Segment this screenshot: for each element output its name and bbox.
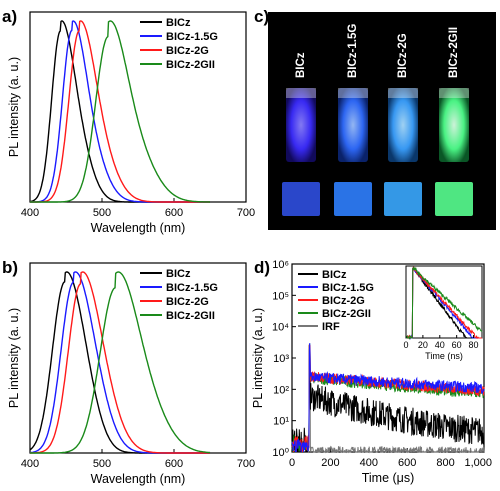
inset-series-line-bicz-2gii — [405, 266, 483, 339]
cuvette-cap — [439, 88, 469, 98]
legend-label: BICz-1.5G — [166, 31, 218, 43]
x-tick-label: 200 — [321, 457, 339, 469]
y-tick-label: 10⁰ — [272, 447, 289, 459]
inset-x-tick-label: 60 — [452, 340, 462, 350]
x-axis-label: Wavelength (nm) — [91, 221, 186, 235]
series-line-bicz — [291, 345, 485, 453]
series-line-irf — [291, 359, 485, 454]
legend-label: IRF — [322, 321, 340, 333]
x-tick-label: 600 — [165, 207, 183, 219]
panel-d-chart: 0 200 400 600 800 1,00010⁰10¹10²10³10⁴10⁵10⁶T… — [251, 259, 492, 485]
legend-label: BICz-1.5G — [322, 282, 374, 294]
inset-x-tick-label: 20 — [418, 340, 428, 350]
legend-label: BICz-1.5G — [166, 282, 218, 294]
y-axis-label: PL intensity (a. u.) — [251, 308, 265, 408]
y-tick-label: 10⁶ — [272, 259, 289, 271]
legend-label: BICz-2G — [322, 295, 365, 307]
legend-label: BICz-2GII — [322, 308, 371, 320]
series-line-bicz-2gii — [30, 271, 211, 454]
legend-label: BICz-2GII — [166, 59, 215, 71]
y-axis-label: PL intensity (a. u.) — [7, 57, 21, 157]
x-tick-label: 1,000 — [464, 457, 492, 469]
series-line-bicz-2g — [30, 20, 210, 203]
panel-c-photo: BICz BICz-1.5G BICz-2G BICz-2GII — [268, 12, 496, 230]
x-tick-label: 500 — [93, 207, 111, 219]
legend-label: BICz-2G — [166, 45, 209, 57]
y-axis-label: PL intensity (a. u.) — [7, 308, 21, 408]
panel-letter-b: b) — [2, 258, 18, 277]
panel-letter-d: d) — [254, 258, 270, 277]
x-tick-label: 400 — [21, 458, 39, 470]
cuvette-glow — [286, 88, 316, 162]
cuvette-glow — [439, 88, 469, 162]
y-tick-label: 10² — [273, 384, 289, 396]
y-tick-label: 10⁴ — [272, 322, 289, 334]
inset-x-tick-label: 40 — [435, 340, 445, 350]
cuvette-cap — [338, 88, 368, 98]
legend-label: BICz — [166, 17, 191, 29]
sample-label: BICz — [295, 52, 307, 78]
cuvette-cap — [388, 88, 418, 98]
x-tick-label: 0 — [289, 457, 295, 469]
film-glow — [334, 182, 372, 216]
film-glow — [384, 182, 422, 216]
sample-label: BICz-2GII — [448, 27, 460, 78]
legend-label: BICz — [166, 268, 191, 280]
sample-label: BICz-2G — [397, 33, 409, 78]
x-tick-label: 800 — [436, 457, 454, 469]
inset-x-tick-label: 0 — [403, 340, 408, 350]
x-tick-label: 500 — [93, 458, 111, 470]
x-axis-label: Time (μs) — [362, 471, 415, 485]
panel-b-chart: 400 500 600 700 Wavelength (nm) PL intensity … — [7, 262, 255, 486]
y-tick-label: 10¹ — [273, 416, 289, 428]
series-line-bicz-2gii — [30, 20, 210, 203]
cuvette-glow — [338, 88, 368, 162]
y-tick-label: 10⁵ — [272, 290, 289, 302]
film-glow — [282, 182, 320, 216]
x-tick-label: 600 — [398, 457, 416, 469]
x-axis-label: Wavelength (nm) — [91, 472, 186, 486]
series-line-bicz-1.5g — [291, 343, 485, 453]
panel-letter-c: c) — [254, 7, 269, 26]
inset-x-tick-label: 80 — [469, 340, 479, 350]
y-tick-label: 10³ — [273, 353, 289, 365]
panel-letter-a: a) — [2, 7, 17, 26]
cuvette-glow — [388, 88, 418, 162]
x-tick-label: 400 — [21, 207, 39, 219]
x-tick-label: 600 — [165, 458, 183, 470]
x-tick-label: 400 — [360, 457, 378, 469]
x-tick-label: 700 — [237, 458, 255, 470]
legend-label: BICz-2G — [166, 296, 209, 308]
film-glow — [435, 182, 473, 216]
series-line-bicz-2g — [30, 271, 210, 454]
panel-a-chart: 400 500 600 700 Wavelength (nm) PL intensity … — [7, 11, 255, 235]
legend-label: BICz — [322, 269, 347, 281]
sample-label: BICz-1.5G — [347, 24, 359, 78]
legend-label: BICz-2GII — [166, 310, 215, 322]
inset-x-axis-label: Time (ns) — [425, 351, 463, 361]
cuvette-cap — [286, 88, 316, 98]
x-tick-label: 700 — [237, 207, 255, 219]
